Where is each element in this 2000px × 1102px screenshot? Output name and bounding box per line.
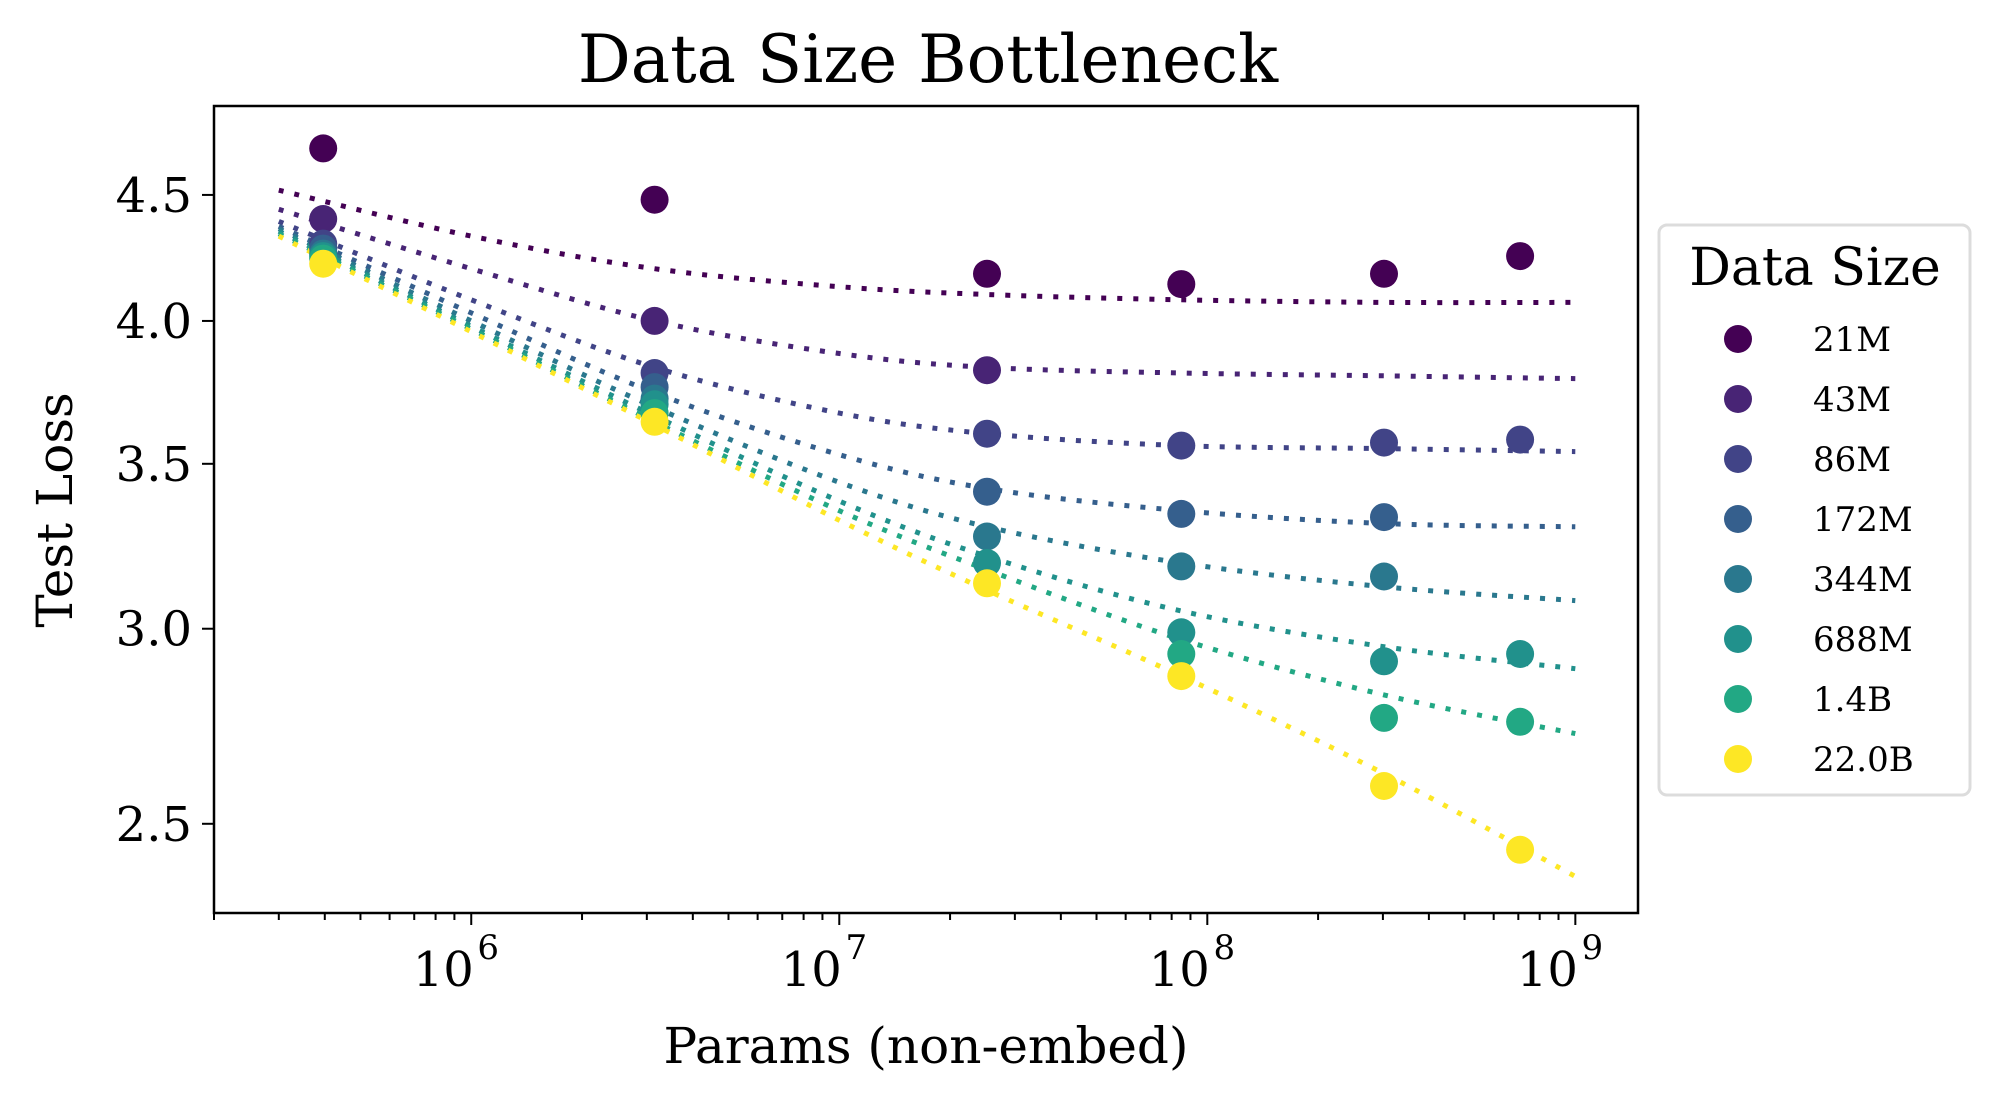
data-point-688M xyxy=(1370,647,1398,676)
x-tick-label: 10 xyxy=(413,942,474,998)
legend-label: 22.0B xyxy=(1813,740,1914,780)
plot-area xyxy=(277,134,1577,879)
data-point-22.0B xyxy=(1506,835,1535,864)
legend-marker xyxy=(1724,325,1752,353)
chart-title: Data Size Bottleneck xyxy=(578,21,1279,98)
legend-label: 1.4B xyxy=(1813,680,1892,720)
legend-item: 21M xyxy=(1724,320,1891,360)
fit-line-21M xyxy=(278,187,1576,306)
data-point-21M xyxy=(309,134,338,163)
data-point-86M xyxy=(1506,425,1535,454)
plot-frame xyxy=(212,104,1640,915)
x-tick-exponent: 6 xyxy=(477,928,499,968)
y-tick-label: 2.5 xyxy=(116,797,192,853)
x-tick-exponent: 7 xyxy=(845,928,867,968)
x-axis-label: Params (non-embed) xyxy=(664,1017,1189,1075)
data-point-1.4B xyxy=(1167,640,1196,668)
data-point-21M xyxy=(640,185,669,214)
legend-item: 344M xyxy=(1724,560,1913,600)
x-tick-label: 10 xyxy=(1517,942,1578,998)
data-point-86M xyxy=(1167,431,1196,460)
data-point-172M xyxy=(1167,499,1196,528)
data-point-43M xyxy=(973,356,1001,385)
data-point-21M xyxy=(1167,270,1196,299)
fit-line-86M xyxy=(277,219,1576,455)
legend-items: 21M 43M 86M 172M 344M 688M 1.4B 22.0B xyxy=(1724,320,1914,780)
legend-item: 86M xyxy=(1724,440,1891,480)
data-point-344M xyxy=(1370,562,1398,591)
legend-marker xyxy=(1724,445,1752,473)
x-axis: 10 6 10 7 10 8 10 9 xyxy=(213,913,1604,998)
data-point-688M xyxy=(1167,618,1196,647)
legend-marker xyxy=(1724,385,1752,413)
y-axis-label: Test Loss xyxy=(26,392,84,627)
data-point-22.0B xyxy=(1167,662,1196,691)
x-tick-label: 10 xyxy=(1149,942,1210,998)
data-point-172M xyxy=(973,477,1001,506)
y-tick-label: 4.0 xyxy=(116,294,192,350)
legend-item: 688M xyxy=(1724,620,1913,660)
legend-label: 43M xyxy=(1813,380,1891,420)
fit-line-172M xyxy=(277,224,1576,530)
legend-item: 172M xyxy=(1724,500,1913,540)
data-point-172M xyxy=(1370,503,1398,532)
data-point-86M xyxy=(973,419,1001,448)
legend-label: 172M xyxy=(1813,500,1913,540)
data-point-22.0B xyxy=(640,407,669,436)
fit-line-688M xyxy=(277,228,1576,672)
fit-line-1.4B xyxy=(277,231,1576,737)
legend-label: 86M xyxy=(1813,440,1891,480)
data-point-43M xyxy=(640,306,669,335)
legend-item: 22.0B xyxy=(1724,740,1914,780)
legend-marker xyxy=(1724,625,1752,653)
y-axis: 2.5 3.0 3.5 4.0 4.5 xyxy=(116,168,214,853)
data-point-21M xyxy=(1370,259,1398,288)
data-point-22.0B xyxy=(1370,772,1398,800)
data-point-86M xyxy=(1370,428,1398,457)
data-point-344M xyxy=(1167,552,1196,581)
legend-marker xyxy=(1724,505,1752,533)
data-point-22.0B xyxy=(309,249,338,278)
y-tick-label: 4.5 xyxy=(116,168,192,224)
legend-title: Data Size xyxy=(1689,238,1941,298)
fit-line-344M xyxy=(277,226,1576,604)
data-point-22.0B xyxy=(973,569,1001,598)
data-point-688M xyxy=(973,549,1001,577)
legend-marker xyxy=(1724,685,1752,713)
legend-label: 344M xyxy=(1813,560,1913,600)
data-point-1.4B xyxy=(1370,703,1398,732)
x-tick-exponent: 9 xyxy=(1582,928,1604,968)
legend-marker xyxy=(1724,565,1752,593)
data-point-21M xyxy=(973,259,1001,288)
fit-lines xyxy=(277,187,1577,879)
y-tick-label: 3.0 xyxy=(116,602,192,658)
y-tick-label: 3.5 xyxy=(116,437,192,493)
fit-line-43M xyxy=(278,206,1576,382)
legend: Data Size 21M 43M 86M 172M 344M 688M 1.4B 22.0B xyxy=(1657,223,1972,797)
data-point-43M xyxy=(309,205,338,233)
data-point-1.4B xyxy=(1506,707,1535,736)
data-points xyxy=(309,134,1535,864)
legend-label: 688M xyxy=(1813,620,1913,660)
legend-marker xyxy=(1724,745,1752,773)
data-point-21M xyxy=(1506,242,1535,271)
data-point-688M xyxy=(1506,640,1535,668)
legend-item: 1.4B xyxy=(1724,680,1892,720)
legend-label: 21M xyxy=(1813,320,1891,360)
x-tick-exponent: 8 xyxy=(1213,928,1235,968)
x-tick-label: 10 xyxy=(781,942,842,998)
data-point-344M xyxy=(973,522,1001,551)
legend-item: 43M xyxy=(1724,380,1891,420)
